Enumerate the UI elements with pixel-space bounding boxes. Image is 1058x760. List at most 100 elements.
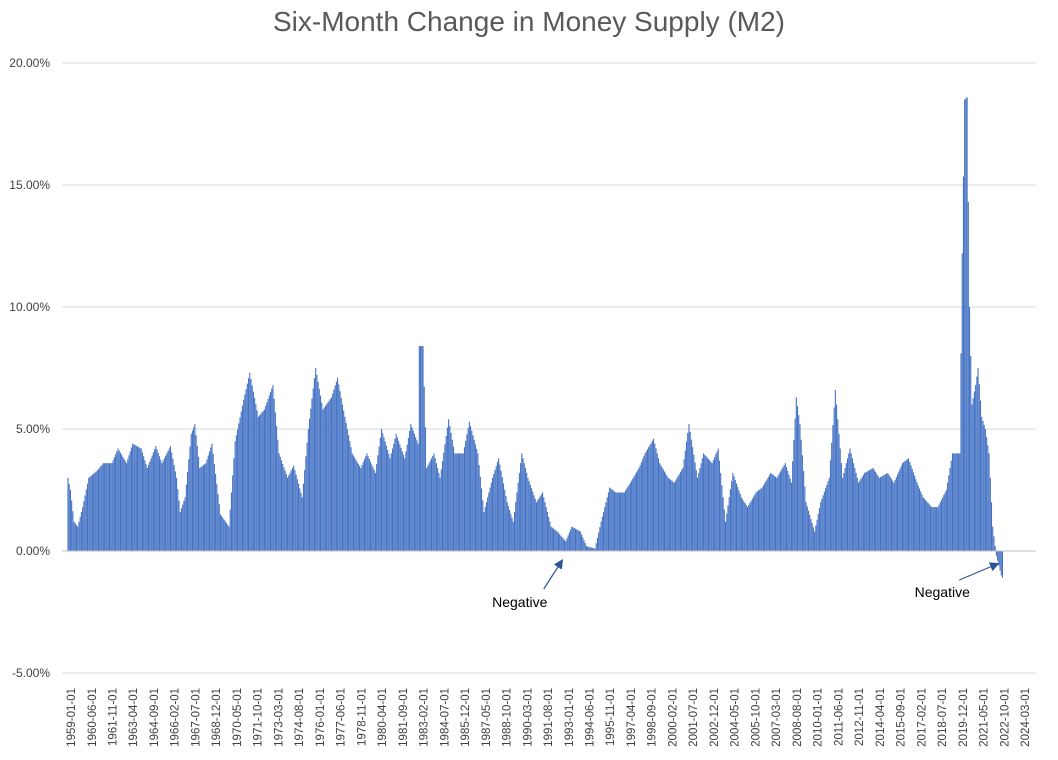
bar: [318, 388, 320, 551]
bar: [335, 381, 337, 551]
bar: [737, 486, 739, 551]
bar: [745, 505, 747, 551]
bar: [450, 432, 452, 551]
bar: [606, 497, 608, 551]
bar: [184, 497, 186, 551]
bar: [481, 488, 483, 551]
bar: [77, 526, 79, 551]
bar: [273, 398, 275, 551]
bar: [351, 453, 353, 551]
bar: [631, 480, 633, 551]
bar: [570, 529, 572, 551]
bar: [931, 507, 933, 551]
bar: [413, 433, 416, 551]
bar: [207, 455, 209, 551]
bar: [832, 425, 834, 551]
bar: [915, 479, 917, 551]
bar: [884, 474, 886, 551]
bar: [620, 492, 622, 551]
bar: [854, 468, 856, 551]
bar: [574, 528, 577, 551]
bar: [562, 538, 564, 551]
bar: [435, 463, 437, 551]
bar: [404, 458, 406, 551]
bar: [452, 446, 455, 551]
bar: [557, 532, 559, 551]
bar: [948, 475, 950, 551]
bar: [180, 508, 183, 551]
bar: [146, 468, 148, 551]
bar: [933, 507, 935, 551]
bar: [910, 465, 912, 551]
bar: [757, 490, 760, 551]
bar: [389, 458, 391, 551]
bar: [671, 480, 673, 551]
bar: [794, 418, 796, 551]
bar: [74, 523, 76, 551]
bar: [792, 461, 794, 551]
bar: [644, 453, 646, 551]
bar: [439, 477, 441, 551]
bar: [674, 480, 677, 551]
bar: [878, 477, 880, 551]
bar: [257, 416, 259, 551]
bar: [168, 448, 170, 551]
bar: [740, 497, 742, 551]
bar: [676, 478, 678, 551]
bar: [278, 453, 280, 551]
bar: [516, 492, 518, 551]
bar: [617, 492, 619, 551]
bar: [546, 511, 548, 551]
bar: [895, 477, 897, 551]
bar: [947, 482, 949, 551]
x-tick-label: 1998-09-01: [647, 688, 659, 747]
bar: [976, 376, 978, 551]
bar: [994, 546, 996, 551]
bar: [921, 494, 923, 551]
bar: [872, 468, 874, 551]
bar: [860, 478, 862, 551]
bar: [790, 482, 792, 551]
bar: [815, 525, 817, 551]
bar: [898, 471, 900, 551]
bar: [366, 453, 368, 551]
bar: [789, 478, 791, 551]
bar: [623, 492, 625, 551]
bar: [252, 391, 254, 551]
bar: [488, 492, 490, 551]
y-tick-label: 10.00%: [9, 300, 50, 314]
bar: [471, 430, 473, 551]
bar: [268, 395, 270, 551]
bar: [245, 388, 247, 551]
bar: [907, 458, 910, 551]
bar: [567, 535, 569, 551]
bar: [194, 424, 196, 551]
bar: [100, 466, 102, 551]
bar: [578, 530, 580, 551]
bar: [533, 495, 535, 551]
bar: [95, 471, 97, 551]
bar: [666, 475, 668, 551]
bar: [117, 448, 119, 551]
bar: [195, 435, 197, 551]
bar: [495, 466, 497, 551]
bar: [174, 471, 176, 551]
bar: [472, 435, 474, 551]
bar: [762, 485, 764, 551]
bar: [634, 474, 636, 551]
bar: [940, 499, 943, 551]
bar: [938, 504, 940, 551]
bar: [199, 468, 201, 551]
bar: [429, 460, 431, 551]
bar: [513, 511, 516, 551]
bar: [655, 448, 657, 551]
bar: [764, 483, 766, 551]
y-tick-label: 0.00%: [16, 544, 50, 558]
bar: [997, 551, 999, 561]
bar: [473, 439, 475, 551]
bar: [123, 458, 125, 551]
bar: [659, 463, 661, 551]
bar: [920, 491, 922, 551]
x-tick-label: 1968-12-01: [211, 688, 223, 747]
bar: [167, 450, 169, 551]
